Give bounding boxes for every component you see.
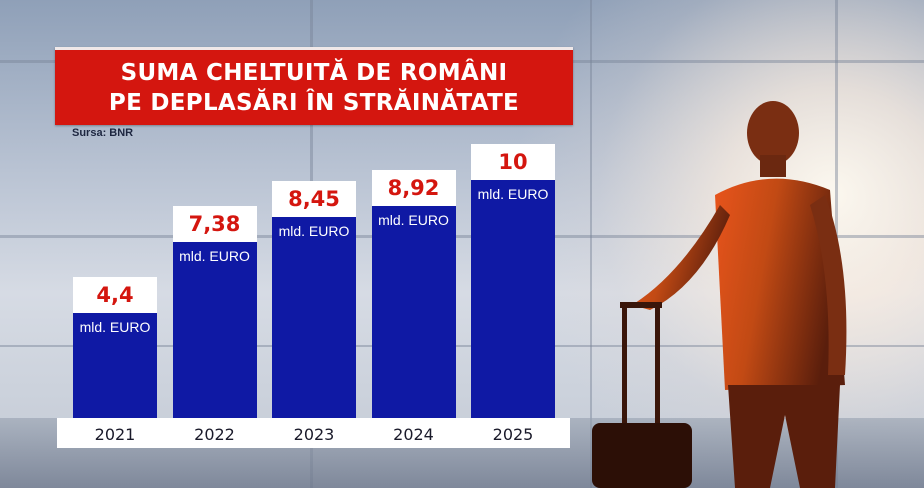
- title-line-2: PE DEPLASĂRI ÎN STRĂINĂTATE: [108, 89, 520, 116]
- x-tick-label: 2025: [492, 425, 534, 444]
- title-line-1: SUMA CHELTUITĂ DE ROMÂNI: [120, 59, 508, 86]
- source-label: Sursa: BNR: [72, 127, 134, 139]
- window-frame: [590, 0, 592, 488]
- bar-unit-label: mld. EURO: [278, 222, 350, 239]
- bar: [172, 242, 257, 418]
- chart-title: SUMA CHELTUITĂ DE ROMÂNI PE DEPLASĂRI ÎN…: [55, 47, 573, 125]
- bar: [371, 205, 456, 418]
- bar: [73, 313, 157, 418]
- data-label: 7,38: [172, 206, 257, 243]
- bar: [471, 180, 555, 418]
- data-label: 8,45: [272, 180, 356, 217]
- bar-unit-label: mld. EURO: [79, 319, 151, 336]
- data-label: 4,4: [73, 277, 157, 314]
- bar-unit-label: mld. EURO: [179, 248, 250, 265]
- x-axis-strip: 2021 2022 2023 2024 2025: [57, 418, 570, 448]
- window-frame: [0, 345, 924, 347]
- x-tick-label: 2022: [194, 425, 235, 444]
- x-tick-label: 2021: [94, 425, 136, 444]
- data-label: 8,92: [371, 169, 456, 206]
- x-tick-label: 2023: [293, 425, 335, 444]
- window-frame: [0, 235, 924, 238]
- x-tick-label: 2024: [393, 425, 434, 444]
- bar-unit-label: mld. EURO: [378, 211, 449, 228]
- bar-unit-label: mld. EURO: [477, 186, 549, 202]
- traveler-silhouette-icon: [592, 101, 847, 488]
- bar: [272, 216, 356, 418]
- data-label: 10: [471, 144, 555, 180]
